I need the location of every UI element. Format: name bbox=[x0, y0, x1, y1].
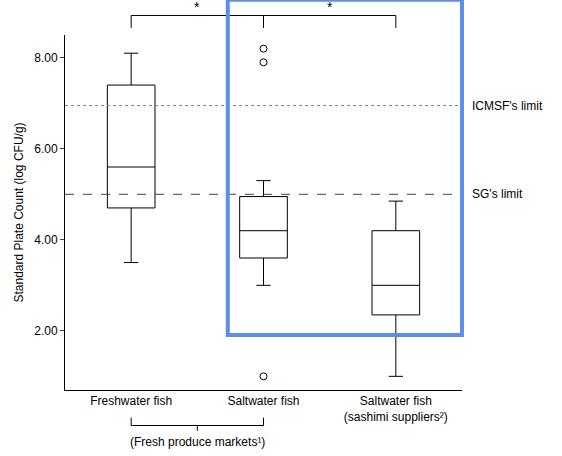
svg-text:6.00: 6.00 bbox=[34, 142, 58, 156]
svg-text:Saltwater fish: Saltwater fish bbox=[227, 394, 299, 408]
svg-text:(Fresh produce markets¹): (Fresh produce markets¹) bbox=[130, 435, 265, 449]
svg-text:Standard Plate Count (log CFU/: Standard Plate Count (log CFU/g) bbox=[12, 122, 26, 302]
svg-text:*: * bbox=[327, 0, 333, 15]
svg-text:ICMSF's limit: ICMSF's limit bbox=[472, 99, 543, 113]
svg-text:4.00: 4.00 bbox=[34, 233, 58, 247]
svg-text:2.00: 2.00 bbox=[34, 324, 58, 338]
svg-text:Freshwater fish: Freshwater fish bbox=[90, 394, 172, 408]
svg-text:SG's limit: SG's limit bbox=[472, 187, 523, 201]
svg-text:Saltwater fish(sashimi supplie: Saltwater fish(sashimi suppliers²) bbox=[344, 394, 448, 424]
svg-text:*: * bbox=[194, 0, 200, 15]
svg-text:8.00: 8.00 bbox=[34, 51, 58, 65]
